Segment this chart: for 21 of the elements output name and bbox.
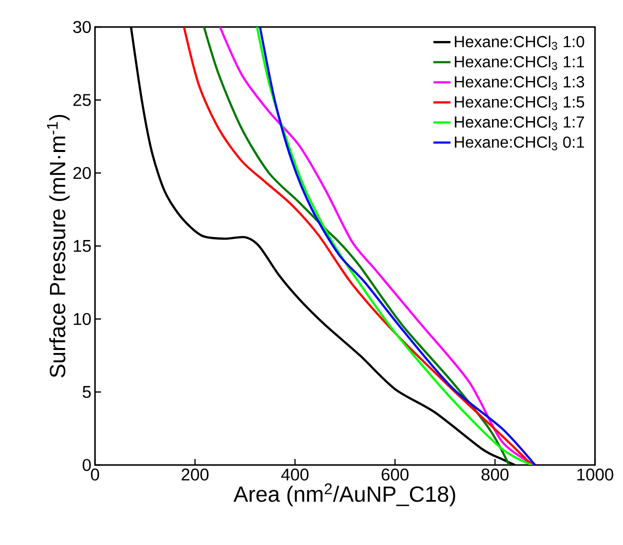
x-tick-label: 400 [281,468,309,481]
y-tick-label: 20 [73,166,91,180]
x-tick-label: 800 [482,468,509,481]
y-tick-label: 10 [74,312,91,326]
legend-label: Hexane:CHCl$_{3}$ 1:0 [454,36,584,50]
y-tick-label: 0 [82,458,91,472]
x-tick-label: 1000 [577,468,614,481]
y-tick-label: 5 [82,386,91,398]
legend-label: Hexane:CHCl$_{3}$ 1:1 [454,56,584,70]
y-tick-label: 25 [73,94,91,106]
x-tick-label: 200 [182,468,209,481]
legend-label: Hexane:CHCl$_{3}$ 1:5 [454,96,584,110]
legend-label: Hexane:CHCl$_{3}$ 1:3 [454,76,584,90]
y-tick-label: 15 [74,240,91,252]
y-tick-label: 30 [73,20,91,34]
x-tick-label: 0 [90,468,100,481]
legend-label: Hexane:CHCl$_{3}$ 1:7 [454,116,584,130]
y-axis-title: Surface Pressure (mN·m$^{-1}$) [47,114,70,378]
x-axis-title: Area (nm$^{2}$/AuNP_C18) [234,483,456,506]
legend-label: Hexane:CHCl$_{3}$ 0:1 [454,136,584,150]
x-tick-label: 600 [382,468,409,481]
